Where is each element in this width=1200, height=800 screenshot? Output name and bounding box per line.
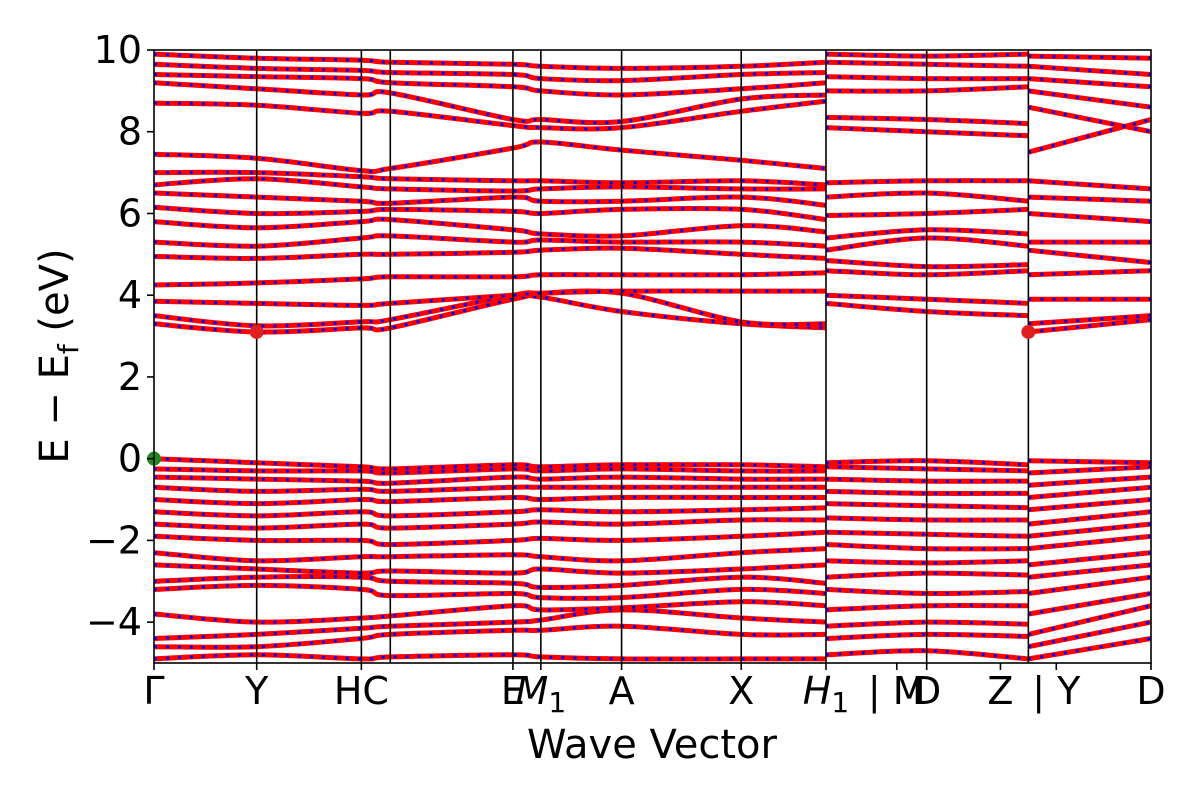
band-line-spin-down [154,52,827,70]
band-line-spin-down [154,583,827,600]
band-line-spin-down [1028,465,1151,475]
band-line-spin-down [1028,563,1151,579]
y-tick-label: 4 [118,273,142,317]
x-tick-label: | Y [1032,669,1081,714]
band-line-spin-down [154,624,827,649]
band-line-spin-down [1028,195,1151,203]
band-line-spin-down [1028,179,1151,191]
band-line-spin-down [154,457,827,471]
band-line-spin-up [1027,117,1151,155]
band-line-spin-down [1028,212,1151,224]
band-line-spin-down [154,653,826,661]
band-line-spin-down [154,289,826,307]
band-line-spin-down [1028,248,1151,264]
band-line-spin-down [154,547,827,563]
band-line-spin-down [1028,269,1151,277]
band-line-spin-down [154,177,827,193]
y-tick-label: 8 [118,110,142,154]
band-line-spin-down [1028,510,1151,526]
band-line-spin-down [1028,459,1151,465]
band-line-spin-down [1028,54,1151,60]
band-line-spin-down [1028,620,1151,649]
band-line-spin-down [1028,592,1151,616]
band-line-spin-down [1028,575,1151,595]
y-axis-ticks: 10 8 6 4 2 0 −2 −4 [86,28,154,644]
axes-frame [153,49,1152,664]
band-line-spin-down [1028,89,1151,109]
x-tick-label: H1 [803,669,849,719]
y-axis-title: E − Ef (eV) [32,248,85,463]
band-line-spin-down [1028,498,1151,512]
band-line-spin-down [154,73,827,97]
band-line-spin-up [154,80,827,126]
x-tick-label: Z [987,669,1013,713]
y-tick-label: −4 [86,600,142,644]
band-line-spin-up [154,190,827,208]
x-tick-label: Γ [143,669,164,713]
band-line-spin-down [154,246,827,260]
x-tick-label: D [1136,669,1165,713]
y-tick-label: 6 [118,191,142,235]
band-line-spin-down [154,205,827,222]
band-line-spin-up [154,139,827,175]
band-line-spin-down [154,234,827,248]
band-line-spin-down [154,467,827,475]
band-line-spin-up [154,574,827,590]
band-line-spin-down [1028,534,1151,551]
band-line-spin-down [154,563,827,575]
x-tick-label: D [912,669,941,713]
band-line-spin-down [1028,604,1151,636]
band-line-spin-down [1028,64,1151,76]
x-tick-label: Y [244,669,269,713]
band-line-spin-down [154,271,827,287]
band-line-spin-down [154,485,826,493]
band-line-spin-down [1028,77,1151,89]
x-tick-label: E [501,669,525,713]
band-line-spin-down [1028,318,1151,334]
cbm-marker-y [249,324,264,339]
band-line-spin-down [1028,551,1151,567]
x-tick-label: M1 [516,669,567,719]
x-tick-label: X [728,669,754,713]
band-line-spin-down [1028,475,1151,487]
band-line-spin-down [154,600,827,624]
x-tick-label: A [609,669,635,713]
y-tick-label: −2 [86,518,142,562]
band-line-spin-down [1028,105,1151,134]
band-line-spin-down [154,217,827,238]
y-tick-label: 0 [118,437,142,481]
kpath-divider-lines [255,50,1030,663]
y-tick-label: 10 [94,28,142,72]
band-line-spin-down [154,495,826,506]
band-line-spin-down [154,62,827,83]
x-axis-title: Wave Vector [527,722,778,768]
band-line-spin-down [1028,485,1151,499]
x-tick-label: HC [334,669,389,713]
band-line-spin-up [154,293,827,335]
band-line-spin-down [1028,637,1151,661]
band-line-spin-down [154,170,827,187]
x-tick-label: | M [868,669,926,714]
band-line-spin-down [154,530,827,547]
band-line-spin-down [1028,314,1151,326]
band-line-spin-down [154,475,827,485]
y-tick-label: 2 [118,355,142,399]
axes-border [153,49,1152,664]
band-line-spin-down [154,608,827,640]
band-line-spin-down [154,518,827,530]
band-line-spin-down [154,506,827,518]
band-line-spin-down [154,99,827,131]
band-line-spin-down [1028,522,1151,538]
cbm-marker-z [1021,324,1036,339]
